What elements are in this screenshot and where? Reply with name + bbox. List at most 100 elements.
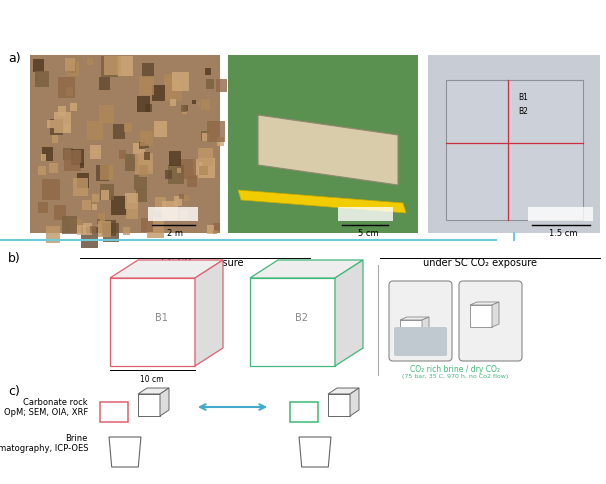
Bar: [228, 55, 418, 233]
Bar: [179, 159, 196, 180]
Bar: [147, 218, 164, 239]
Bar: [187, 176, 196, 187]
Bar: [62, 148, 73, 160]
Bar: [58, 76, 75, 98]
Bar: [180, 210, 188, 220]
Bar: [145, 144, 149, 148]
FancyBboxPatch shape: [389, 281, 452, 361]
Polygon shape: [238, 190, 406, 213]
Bar: [42, 147, 53, 161]
Bar: [155, 197, 166, 211]
Bar: [179, 194, 184, 199]
Bar: [101, 56, 118, 76]
Bar: [217, 137, 224, 146]
Bar: [141, 218, 153, 232]
Polygon shape: [258, 115, 398, 185]
Bar: [79, 163, 84, 167]
Bar: [67, 62, 79, 76]
Bar: [68, 63, 76, 73]
Bar: [81, 227, 98, 248]
Bar: [136, 96, 150, 112]
Bar: [64, 151, 81, 171]
Bar: [102, 220, 116, 236]
Bar: [55, 112, 72, 133]
Bar: [97, 219, 101, 224]
Bar: [201, 99, 210, 109]
Text: under SC CO₂ exposure: under SC CO₂ exposure: [423, 258, 537, 268]
FancyBboxPatch shape: [459, 281, 522, 361]
Polygon shape: [138, 388, 169, 394]
Bar: [96, 165, 110, 181]
Bar: [90, 145, 101, 159]
Bar: [112, 196, 127, 215]
Bar: [49, 163, 58, 173]
Polygon shape: [328, 388, 359, 394]
Polygon shape: [492, 302, 499, 327]
Bar: [133, 143, 145, 158]
Bar: [182, 109, 187, 115]
Bar: [92, 204, 97, 210]
Bar: [164, 79, 182, 101]
Bar: [100, 184, 114, 200]
Polygon shape: [335, 260, 363, 366]
Bar: [99, 105, 114, 123]
Bar: [65, 58, 75, 71]
Polygon shape: [470, 305, 492, 327]
Polygon shape: [400, 317, 429, 320]
Bar: [139, 76, 154, 94]
Bar: [192, 100, 196, 104]
Text: c): c): [8, 385, 20, 398]
Bar: [70, 104, 77, 111]
Bar: [202, 133, 209, 140]
Bar: [35, 71, 48, 87]
Bar: [197, 102, 200, 106]
Bar: [135, 153, 153, 174]
Bar: [164, 75, 174, 86]
Bar: [62, 216, 77, 234]
Bar: [50, 119, 63, 135]
Bar: [205, 68, 211, 76]
Bar: [125, 203, 138, 219]
Bar: [139, 141, 145, 149]
Bar: [528, 207, 593, 221]
Bar: [123, 227, 130, 235]
Bar: [290, 402, 318, 422]
Bar: [207, 225, 214, 234]
Bar: [100, 402, 128, 422]
Polygon shape: [109, 437, 141, 467]
Text: 2 m: 2 m: [167, 229, 183, 238]
Bar: [177, 168, 181, 173]
Polygon shape: [328, 394, 350, 416]
Bar: [174, 196, 182, 206]
Bar: [170, 100, 176, 106]
Bar: [199, 162, 202, 166]
Bar: [181, 105, 187, 112]
Bar: [148, 207, 198, 221]
Bar: [184, 105, 188, 111]
Bar: [143, 134, 147, 139]
Bar: [47, 120, 54, 128]
Bar: [125, 153, 139, 171]
Bar: [145, 104, 152, 112]
Bar: [119, 150, 126, 159]
Bar: [33, 59, 44, 72]
Polygon shape: [138, 394, 160, 416]
Bar: [199, 166, 208, 175]
Bar: [198, 158, 215, 178]
Bar: [184, 195, 189, 201]
Bar: [213, 223, 219, 231]
Bar: [142, 62, 155, 77]
Bar: [77, 173, 89, 188]
Bar: [87, 58, 93, 65]
Text: B2: B2: [295, 313, 307, 323]
Bar: [38, 166, 45, 176]
Bar: [198, 148, 213, 166]
Bar: [41, 154, 46, 161]
Bar: [125, 193, 138, 209]
Polygon shape: [400, 320, 422, 342]
Bar: [134, 175, 147, 190]
Polygon shape: [160, 388, 169, 416]
Polygon shape: [195, 260, 223, 366]
Text: 1.5 cm: 1.5 cm: [549, 229, 578, 238]
Polygon shape: [299, 437, 331, 467]
